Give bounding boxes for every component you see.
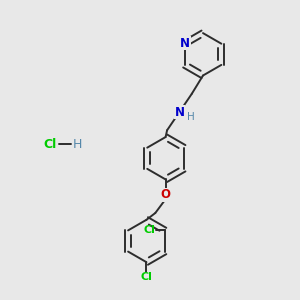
Text: H: H: [187, 112, 194, 122]
Text: N: N: [180, 37, 190, 50]
Text: H: H: [73, 138, 83, 151]
Text: Cl: Cl: [140, 272, 152, 283]
Text: O: O: [160, 188, 171, 201]
Text: Cl: Cl: [43, 138, 56, 151]
Text: N: N: [174, 106, 184, 118]
Text: Cl: Cl: [144, 225, 155, 236]
